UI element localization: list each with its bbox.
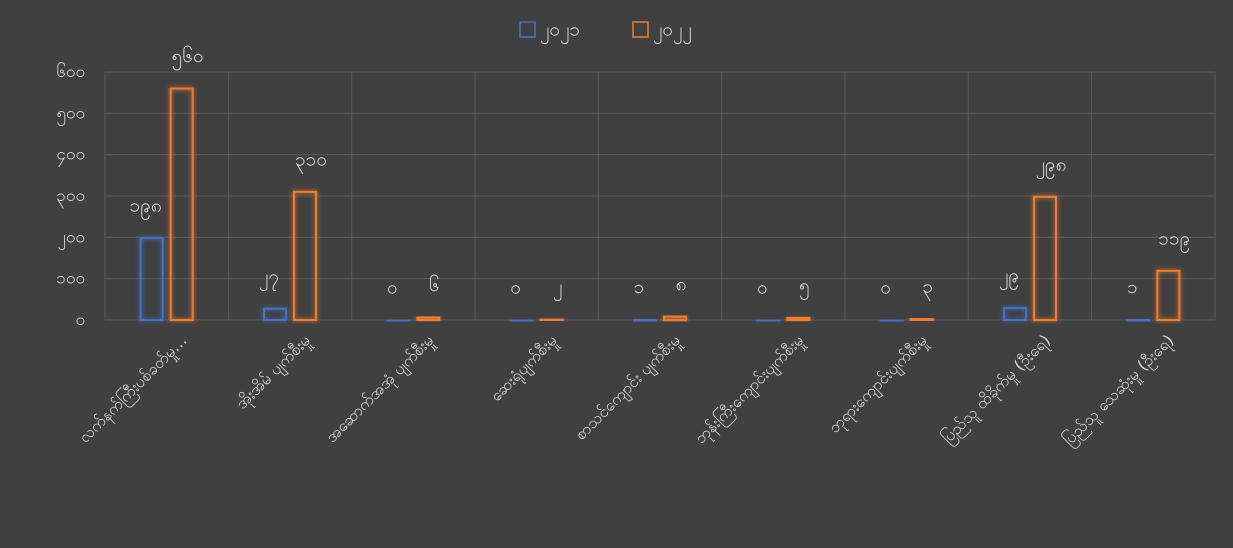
- bar: [1003, 307, 1027, 322]
- data-label: ၁၁၉: [1158, 227, 1190, 253]
- y-tick-label: ၆၀၀: [56, 61, 85, 82]
- data-label: ၂၉၈: [1036, 153, 1067, 179]
- x-tick-label: ဘုန်းကြီးကျောင်းပျက်စီးမှု: [691, 331, 810, 450]
- bar: [786, 316, 811, 321]
- bar: [1033, 195, 1057, 321]
- y-tick-label: ၂၀၀: [58, 227, 85, 250]
- y-tick-label: ၀: [75, 310, 85, 330]
- x-tick-label: အိုးအိမ် ပျက်စီးမှု: [232, 331, 316, 415]
- data-label: ၀: [387, 277, 398, 299]
- bar: [416, 316, 441, 321]
- bar: [756, 319, 781, 322]
- x-tick-label: ဆေးရုံပျက်စီးမှု: [486, 331, 563, 408]
- x-tick-label: လက်နက်ကြီးပစ်ခတ်မှု…: [75, 331, 193, 449]
- legend-swatch: [519, 21, 536, 38]
- bar: [169, 87, 194, 321]
- data-label: ၁: [634, 276, 645, 298]
- x-tick-label: ပြည်သူ သေဆုံးမှု (ဦးရေ): [1059, 331, 1180, 452]
- data-label: ၀: [510, 277, 521, 299]
- bar: [1126, 318, 1151, 322]
- data-label: ၂၇: [259, 265, 279, 291]
- bar: [633, 318, 657, 322]
- bar: [879, 319, 904, 322]
- bar: [539, 318, 564, 322]
- legend-label: ၂၀၂၁: [540, 19, 580, 45]
- data-label: ၁: [1127, 276, 1138, 298]
- x-tick-label: ဘုရားကျောင်းပျက်စီးမှု: [825, 331, 933, 439]
- bar: [263, 307, 287, 321]
- x-tick-label: ပြည်သူ ထိခိုက်မှု (ဦးရေ): [938, 331, 1056, 449]
- bar: [663, 315, 687, 321]
- data-label: ၃: [922, 275, 933, 301]
- bar: [386, 319, 411, 322]
- y-tick-label: ၅၀၀: [56, 103, 85, 126]
- bar: [1156, 269, 1181, 321]
- legend-label: ၂၀၂၂: [653, 19, 692, 45]
- y-tick-label: ၁၀၀: [56, 269, 85, 289]
- data-label: ၈: [676, 273, 687, 295]
- data-label: ၀: [880, 277, 891, 299]
- data-label: ၆: [429, 273, 440, 296]
- bar: [139, 237, 164, 321]
- x-tick-label: အဆောက်အအုံ ပျက်စီးမှု: [322, 331, 440, 449]
- data-label: ၃၁၀: [295, 148, 327, 174]
- y-tick-label: ၃၀၀: [56, 186, 85, 209]
- x-tick-label: စာသင်ကျောင်း ပျက်စီးမှု: [571, 331, 686, 446]
- bar: [293, 190, 317, 321]
- data-label: ၅: [799, 274, 810, 300]
- y-tick-label: ၄၀၀: [56, 145, 85, 168]
- data-label: ၁၉၈: [130, 195, 162, 221]
- data-label: ၂၉: [999, 265, 1019, 291]
- bar: [909, 317, 934, 322]
- legend-swatch: [632, 21, 649, 38]
- data-label: ၂: [553, 276, 562, 302]
- data-label: ၀: [757, 277, 768, 299]
- bar: [509, 319, 534, 322]
- data-label: ၅၆၀: [172, 44, 204, 71]
